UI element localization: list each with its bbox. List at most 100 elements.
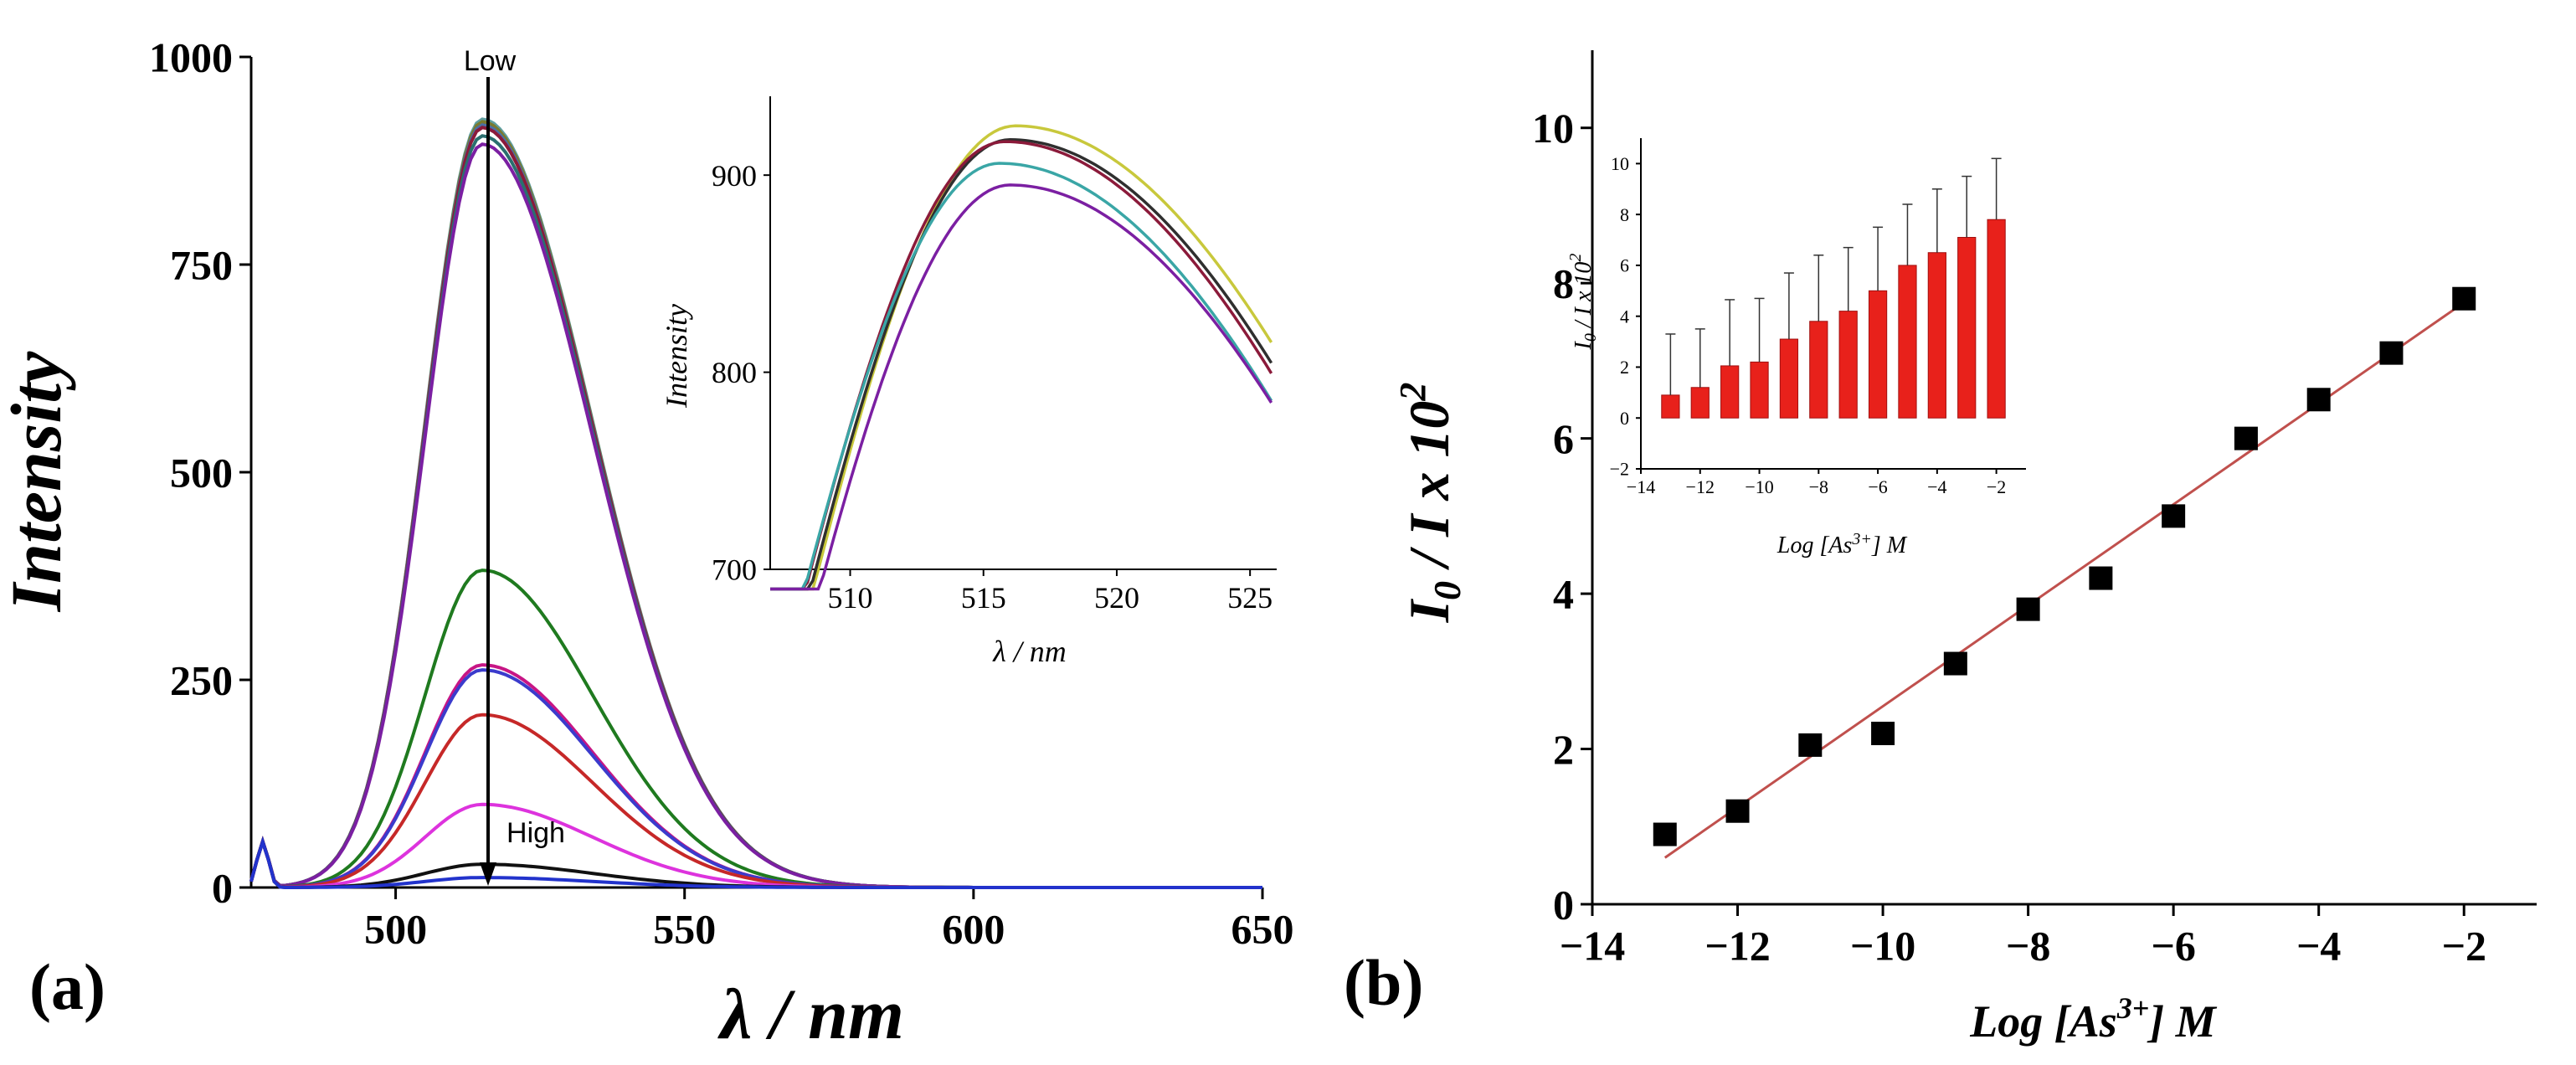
spectrum-line (249, 123, 1262, 889)
x-tick-label: 520 (1094, 581, 1139, 615)
data-point (2089, 566, 2113, 590)
x-tick-label: −6 (2151, 923, 2196, 970)
panel-a-axes: 500 550 600 650 0 250 500 750 1000 (149, 34, 1294, 953)
x-tick-label: −12 (1704, 923, 1771, 970)
panel-a-inset-ylabel: Intensity (660, 304, 693, 409)
data-point (2452, 286, 2476, 311)
data-point (1653, 822, 1677, 846)
x-tick-label: 515 (961, 581, 1006, 615)
x-tick-label: 500 (364, 906, 427, 953)
y-tick-label: 8 (1553, 260, 1574, 307)
y-tick-label: 0 (1620, 408, 1629, 429)
bar (1779, 338, 1799, 419)
bar (1690, 387, 1710, 419)
bar (1809, 321, 1828, 419)
data-point (2379, 341, 2404, 365)
bar (1838, 311, 1858, 419)
y-tick-label: 500 (170, 450, 233, 496)
data-point (2306, 388, 2331, 412)
panel-b-inset-ylabel: I0 / I x 102 (1566, 254, 1600, 351)
y-tick-label: 2 (1620, 357, 1629, 378)
panel-a-xlabel: λ / nm (717, 974, 904, 1054)
y-tick-label: 10 (1611, 153, 1629, 174)
y-tick-label: 10 (1532, 105, 1574, 152)
bar (1927, 252, 1946, 419)
x-tick-label: −12 (1686, 476, 1715, 497)
data-point (2162, 504, 2186, 528)
bar (1868, 290, 1888, 419)
bar (1957, 237, 1977, 419)
data-point (1798, 733, 1823, 757)
spectrum-line (249, 142, 1262, 889)
panel-a-arrow (480, 77, 497, 886)
panel-b-ylabel: I0 / I x 102 (1392, 383, 1468, 624)
data-point (1725, 799, 1750, 823)
inset-spectrum-line (770, 162, 1273, 591)
panel-b-xlabel: Log [As3+] M (1969, 991, 2217, 1047)
panel-a-ylabel: Intensity (0, 351, 76, 612)
y-tick-label: 4 (1620, 306, 1629, 327)
spectrum-line (249, 802, 1262, 889)
panel-a-inset: 510 515 520 525 700 800 900 Intensity λ / nm (660, 96, 1277, 668)
y-tick-label: 700 (712, 553, 757, 587)
y-tick-label: 6 (1620, 255, 1629, 276)
x-tick-label: −14 (1560, 923, 1626, 970)
x-tick-label: 510 (828, 581, 873, 615)
y-tick-label: 750 (170, 242, 233, 289)
x-tick-label: −6 (1868, 476, 1887, 497)
panel-b-fit-line (1663, 301, 2465, 859)
bar (1987, 219, 2006, 419)
inset-spectrum-line (770, 183, 1273, 591)
panel-b-axes: −14 −12 −10 −8 −6 −4 −2 0 2 4 6 8 10 (1532, 50, 2537, 970)
spectrum-line (249, 569, 1262, 889)
y-tick-label: 900 (712, 159, 757, 193)
panel-b-inset-axes: −14 −12 −10 −8 −6 −4 −2 −2 0 2 4 6 8 10 (1610, 138, 2026, 497)
y-tick-label: 1000 (149, 34, 233, 81)
x-tick-label: −10 (1745, 476, 1773, 497)
panel-a-inset-xlabel: λ / nm (992, 635, 1067, 668)
data-point (1871, 722, 1895, 745)
x-tick-label: −4 (2296, 923, 2342, 970)
x-tick-label: −10 (1850, 923, 1916, 970)
y-tick-label: 250 (170, 657, 233, 704)
arrow-head (480, 862, 497, 886)
annotation-high: High (506, 817, 565, 849)
panel-a-inset-curves (770, 124, 1273, 591)
panel-a-inset-axes: 510 515 520 525 700 800 900 (712, 96, 1277, 615)
y-tick-label: 0 (212, 865, 233, 912)
x-tick-label: 525 (1227, 581, 1273, 615)
panel-a-emission-spectra: 500 550 600 650 0 250 500 750 1000 Low High Inte… (0, 34, 1294, 1055)
y-tick-label: 2 (1553, 726, 1574, 773)
spectrum-line (249, 134, 1262, 889)
x-tick-label: −2 (1987, 476, 2006, 497)
panel-a-letter: (a) (29, 950, 105, 1023)
bar (1720, 365, 1740, 419)
data-point (2016, 597, 2040, 621)
x-tick-label: −14 (1627, 476, 1655, 497)
panel-b-calibration: −14 −12 −10 −8 −6 −4 −2 0 2 4 6 8 10 I0 / I x 102 Lo… (1344, 50, 2537, 1047)
y-tick-label: 6 (1553, 415, 1574, 462)
annotation-low: Low (464, 45, 517, 77)
panel-b-letter: (b) (1344, 946, 1423, 1019)
inset-spectrum-line (770, 140, 1273, 591)
inset-spectrum-line (770, 138, 1273, 591)
x-tick-label: −4 (1927, 476, 1946, 497)
x-tick-label: −2 (2441, 923, 2486, 970)
y-tick-label: 8 (1620, 204, 1629, 225)
spectrum-line (249, 126, 1262, 889)
y-tick-label: −2 (1610, 459, 1629, 480)
panel-a-spectra-curves (249, 117, 1262, 889)
bar (1898, 265, 1917, 419)
fit-line (1663, 301, 2465, 859)
data-point (1943, 651, 1967, 676)
data-point (2234, 426, 2258, 450)
y-tick-label: 800 (712, 356, 757, 389)
y-tick-label: 0 (1553, 882, 1574, 929)
x-tick-label: −8 (1809, 476, 1828, 497)
panel-b-inset-bars (1661, 157, 2006, 419)
x-tick-label: 600 (942, 906, 1005, 953)
x-tick-label: 550 (653, 906, 716, 953)
spectrum-line (249, 120, 1262, 889)
